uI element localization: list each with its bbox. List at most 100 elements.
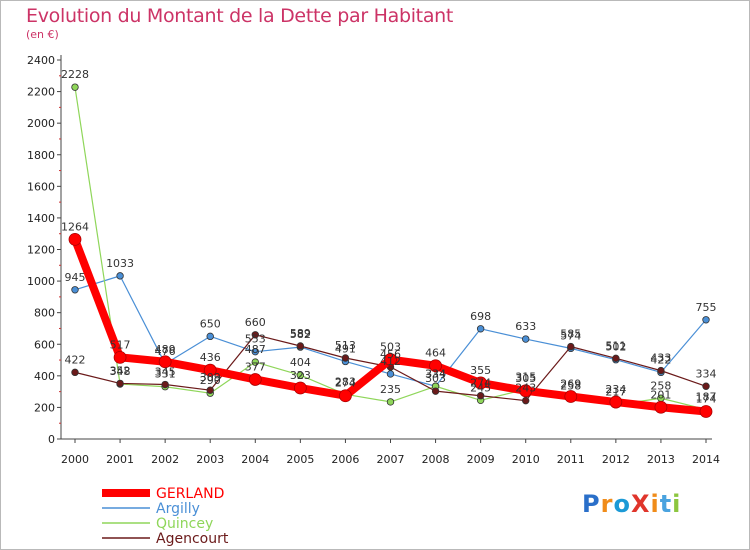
x-tick-label: 2002 bbox=[151, 453, 179, 466]
logo-letter: o bbox=[613, 490, 631, 518]
series-point-agencourt bbox=[522, 396, 530, 405]
series-point-gerland bbox=[158, 355, 172, 369]
series-point-gerland bbox=[429, 359, 442, 373]
logo-letter: t bbox=[659, 490, 673, 518]
series-point-argilly bbox=[206, 332, 214, 341]
series-point-argilly bbox=[251, 347, 259, 356]
data-label: 187 bbox=[696, 390, 717, 403]
series-point-gerland bbox=[68, 232, 82, 246]
data-label: 553 bbox=[245, 333, 266, 346]
data-label: 174 bbox=[696, 393, 717, 406]
data-label: 489 bbox=[155, 343, 176, 356]
series-point-gerland bbox=[609, 395, 623, 409]
data-label: 585 bbox=[560, 328, 581, 341]
series-point-gerland bbox=[203, 363, 217, 377]
series-point-quincey bbox=[386, 398, 395, 406]
x-tick-label: 2003 bbox=[196, 453, 224, 466]
x-tick-label: 2011 bbox=[557, 453, 585, 466]
data-label: 269 bbox=[560, 378, 581, 391]
series-point-gerland bbox=[248, 373, 262, 386]
y-tick-label: 400 bbox=[34, 370, 55, 383]
data-label: 377 bbox=[245, 360, 266, 373]
data-label: 574 bbox=[560, 329, 581, 342]
logo-letter: i bbox=[672, 490, 682, 518]
y-tick-label: 800 bbox=[34, 307, 55, 320]
x-tick-label: 2010 bbox=[512, 453, 540, 466]
series-point-gerland bbox=[339, 389, 352, 403]
series-point-gerland bbox=[293, 381, 307, 395]
x-tick-label: 2004 bbox=[241, 453, 269, 466]
series-point-gerland bbox=[564, 390, 578, 403]
series-point-gerland bbox=[699, 405, 713, 418]
data-label: 476 bbox=[155, 345, 176, 358]
data-label: 660 bbox=[245, 316, 266, 329]
y-axis-unit: (en €) bbox=[26, 28, 59, 41]
series-point-argilly bbox=[71, 286, 79, 294]
y-tick-label: 1000 bbox=[27, 275, 55, 288]
y-tick-label: 2000 bbox=[27, 117, 55, 130]
legend-label-agencourt: Agencourt bbox=[156, 531, 229, 547]
series-point-quincey bbox=[251, 358, 259, 366]
data-label: 945 bbox=[65, 271, 86, 284]
legend-label-gerland: GERLAND bbox=[156, 486, 224, 502]
series-point-gerland bbox=[654, 400, 668, 414]
data-label: 404 bbox=[290, 356, 311, 369]
data-label: 334 bbox=[425, 367, 446, 380]
series-point-agencourt bbox=[567, 342, 575, 351]
data-label: 274 bbox=[335, 377, 356, 390]
data-label: 491 bbox=[335, 342, 356, 355]
x-tick-label: 2008 bbox=[422, 453, 450, 466]
series-point-agencourt bbox=[476, 392, 485, 400]
logo-letter: P bbox=[582, 490, 601, 518]
logo-letter: i bbox=[650, 490, 660, 518]
data-label: 517 bbox=[110, 338, 131, 351]
data-label: 582 bbox=[290, 328, 311, 341]
series-point-argilly bbox=[476, 325, 485, 333]
data-label: 1033 bbox=[106, 257, 134, 270]
data-label: 633 bbox=[515, 320, 536, 333]
data-label: 650 bbox=[200, 317, 221, 330]
legend-label-argilly: Argilly bbox=[156, 501, 200, 517]
proxiti-logo: ProXiti bbox=[582, 490, 681, 518]
chart-title: Evolution du Montant de la Dette par Hab… bbox=[26, 5, 454, 27]
y-tick-label: 0 bbox=[48, 433, 55, 446]
series-point-gerland bbox=[474, 376, 488, 390]
series-point-agencourt bbox=[657, 366, 665, 375]
x-tick-label: 2013 bbox=[647, 453, 675, 466]
series-point-gerland bbox=[113, 350, 127, 364]
data-label: 502 bbox=[605, 341, 626, 354]
series-point-gerland bbox=[519, 384, 533, 398]
data-label: 513 bbox=[335, 339, 356, 352]
data-label: 422 bbox=[65, 353, 86, 366]
x-tick-label: 2014 bbox=[692, 453, 720, 466]
series-point-agencourt bbox=[341, 354, 350, 362]
data-label: 274 bbox=[470, 377, 491, 390]
data-label: 243 bbox=[515, 382, 536, 395]
data-label: 355 bbox=[470, 364, 491, 377]
series-point-argilly bbox=[702, 316, 710, 324]
data-label: 309 bbox=[200, 371, 221, 384]
series-point-agencourt bbox=[612, 354, 620, 363]
data-label: 433 bbox=[650, 352, 671, 365]
data-label: 456 bbox=[380, 348, 401, 361]
data-label: 217 bbox=[605, 386, 626, 399]
data-label: 345 bbox=[155, 366, 176, 379]
data-label: 2228 bbox=[61, 68, 89, 81]
data-label: 487 bbox=[245, 343, 266, 356]
data-label: 352 bbox=[110, 364, 131, 377]
x-tick-label: 2007 bbox=[377, 453, 405, 466]
series-point-argilly bbox=[522, 335, 530, 343]
data-label: 464 bbox=[425, 347, 446, 360]
series-point-agencourt bbox=[161, 380, 169, 389]
x-tick-label: 2012 bbox=[602, 453, 630, 466]
logo-letter: r bbox=[600, 490, 614, 518]
data-label: 234 bbox=[605, 383, 626, 396]
x-tick-label: 2006 bbox=[331, 453, 359, 466]
data-label: 305 bbox=[515, 372, 536, 385]
data-label: 334 bbox=[696, 367, 717, 380]
data-label: 303 bbox=[425, 372, 446, 385]
data-label: 258 bbox=[650, 379, 671, 392]
data-label: 315 bbox=[515, 370, 536, 383]
series-point-agencourt bbox=[251, 331, 259, 339]
